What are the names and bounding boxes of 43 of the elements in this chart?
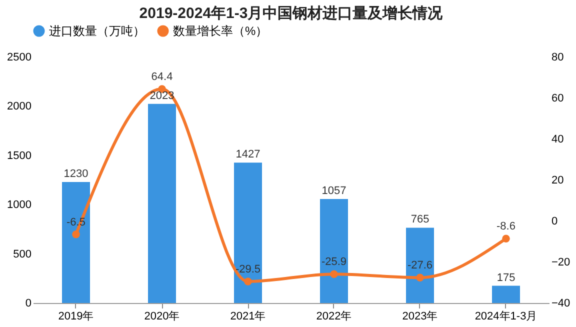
- y2-tick-label: 60: [552, 92, 564, 104]
- y2-tick-label: 0: [552, 216, 558, 228]
- y2-tick-label: 40: [552, 134, 564, 146]
- y2-tick-label: 20: [552, 174, 564, 186]
- point: [330, 270, 338, 278]
- bar: [234, 162, 262, 303]
- point: [502, 234, 510, 242]
- legend-label: 进口数量（万吨）: [49, 24, 145, 38]
- y2-tick-label: 80: [552, 52, 564, 64]
- y2-tick-label: −40: [552, 298, 570, 310]
- y-tick-label: 2500: [7, 52, 32, 64]
- x-tick-label: 2021年: [230, 310, 266, 322]
- data-label: -29.5: [235, 263, 261, 276]
- data-label: 765: [410, 214, 430, 226]
- data-label: -8.6: [496, 220, 516, 233]
- data-label: 1230: [64, 168, 88, 180]
- y-tick-label: 500: [13, 248, 32, 260]
- point: [416, 274, 424, 282]
- bar: [320, 198, 348, 303]
- x-tick-label: 2022年: [316, 310, 352, 322]
- data-label: 1427: [236, 148, 260, 161]
- chart-title: 2019-2024年1-3月中国钢材进口量及增长情况: [139, 5, 444, 22]
- bar: [492, 286, 520, 303]
- legend-label: 数量增长率（%）: [173, 24, 268, 38]
- y-tick-label: 2000: [7, 100, 32, 113]
- x-tick-label: 2024年1-3月: [474, 310, 538, 322]
- point: [72, 230, 80, 238]
- point: [244, 278, 252, 286]
- y2-tick-label: −20: [552, 256, 570, 268]
- x-tick-label: 2023年: [402, 310, 438, 322]
- data-label: -27.6: [407, 260, 433, 272]
- y-tick-label: 0: [25, 298, 32, 310]
- data-label: 64.4: [151, 70, 173, 83]
- bar: [148, 104, 176, 303]
- bar: [406, 228, 434, 303]
- data-label: 1057: [322, 184, 346, 197]
- x-tick-label: 2019年: [58, 310, 94, 322]
- data-label: 175: [496, 272, 516, 284]
- x-tick-label: 2020年: [144, 310, 180, 322]
- y-tick-label: 1000: [7, 199, 32, 212]
- bar: [62, 182, 90, 303]
- y-tick-label: 1500: [7, 150, 32, 162]
- data-label: -25.9: [321, 256, 347, 268]
